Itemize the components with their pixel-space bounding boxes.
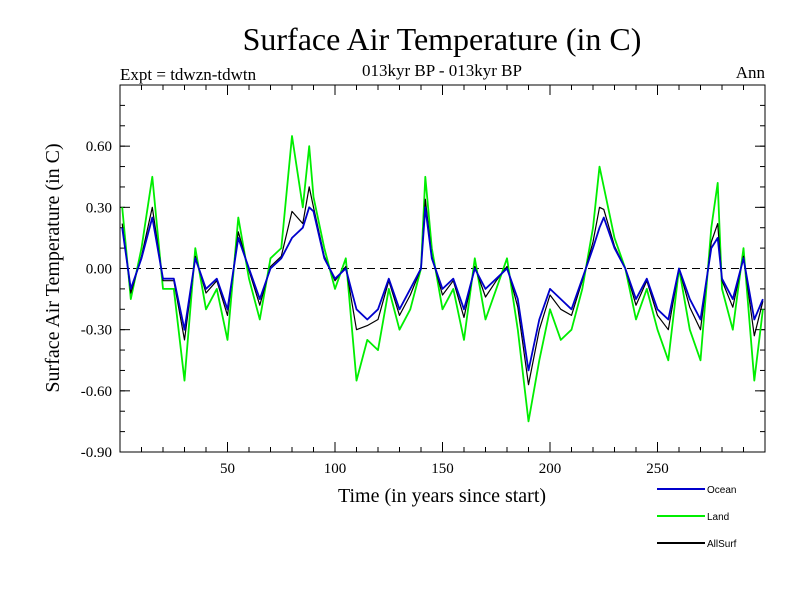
ticks-layer: -0.90 -0.60 -0.30 0.00 0.30 0.60 50 100 150 200 25… — [81, 85, 765, 477]
x-tick-label: 200 — [539, 461, 562, 477]
chart-subtitle: 013kyr BP - 013kyr BP — [362, 61, 522, 80]
y-tick-label: 0.00 — [86, 262, 112, 278]
x-tick-label: 150 — [431, 461, 454, 477]
expt-label: Expt = tdwzn-tdwtn — [120, 65, 257, 84]
series-line-land — [121, 135, 764, 423]
x-tick-label: 250 — [646, 461, 669, 477]
series-line-ocean — [121, 206, 764, 372]
x-tick-label: 50 — [220, 461, 235, 477]
chart-title: Surface Air Temperature (in C) — [243, 21, 642, 57]
y-tick-label: -0.90 — [81, 445, 112, 461]
legend-label-allsurf: AllSurf — [707, 539, 737, 550]
season-label: Ann — [736, 63, 766, 82]
y-tick-label: 0.60 — [86, 139, 112, 155]
y-tick-label: -0.60 — [81, 384, 112, 400]
legend-label-land: Land — [707, 512, 729, 523]
x-axis-label: Time (in years since start) — [338, 485, 546, 507]
y-tick-label: 0.30 — [86, 200, 112, 216]
series-layer — [121, 135, 764, 423]
x-tick-label: 100 — [324, 461, 347, 477]
y-tick-label: -0.30 — [81, 323, 112, 339]
y-axis-label: Surface Air Temperature (in C) — [42, 143, 64, 392]
legend: Ocean Land AllSurf — [657, 485, 737, 550]
legend-label-ocean: Ocean — [707, 485, 736, 496]
